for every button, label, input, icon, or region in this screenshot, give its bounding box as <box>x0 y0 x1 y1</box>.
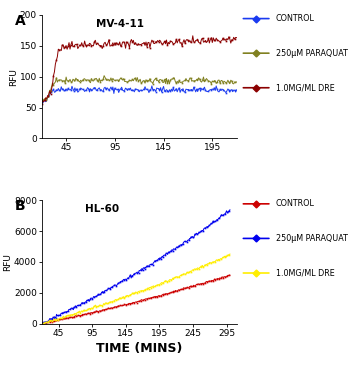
Text: B: B <box>15 199 25 213</box>
Text: MV-4-11: MV-4-11 <box>96 19 144 29</box>
Text: CONTROL: CONTROL <box>276 199 315 208</box>
Text: HL-60: HL-60 <box>85 204 119 214</box>
Text: 250μM PARAQUAT: 250μM PARAQUAT <box>276 49 348 58</box>
Text: A: A <box>15 14 25 28</box>
Text: 1.0MG/ML DRE: 1.0MG/ML DRE <box>276 83 334 92</box>
Text: 250μM PARAQUAT: 250μM PARAQUAT <box>276 234 348 243</box>
Text: CONTROL: CONTROL <box>276 14 315 23</box>
Y-axis label: RFU: RFU <box>3 253 13 271</box>
Text: 1.0MG/ML DRE: 1.0MG/ML DRE <box>276 269 334 278</box>
X-axis label: TIME (MINS): TIME (MINS) <box>96 341 182 355</box>
Y-axis label: RFU: RFU <box>9 68 18 86</box>
